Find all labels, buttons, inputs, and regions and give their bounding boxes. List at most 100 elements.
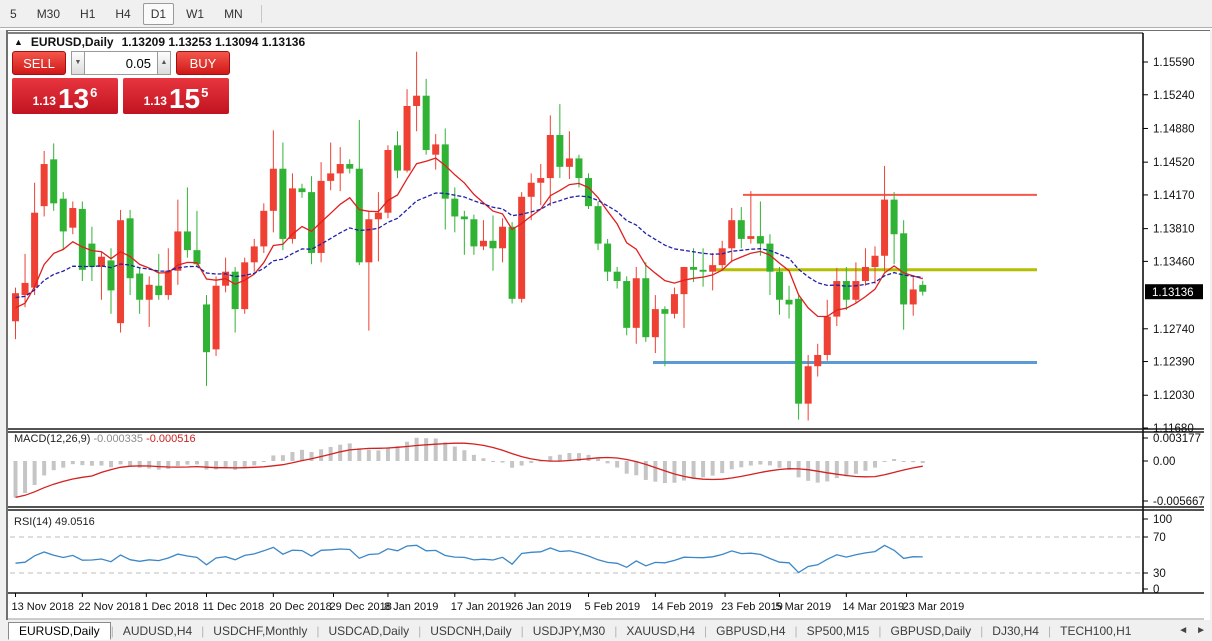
tab-scroll-right-icon[interactable]: ► xyxy=(1196,625,1206,636)
timeframe-button-d1[interactable]: D1 xyxy=(142,2,175,25)
chart-tab-gbpusd-daily[interactable]: GBPUSD,Daily xyxy=(890,623,972,638)
macd-histogram-bar xyxy=(32,461,37,485)
macd-histogram-bar xyxy=(825,461,830,482)
chart-tab-sp500-m15[interactable]: SP500,M15 xyxy=(806,623,870,638)
fast-ma xyxy=(15,157,923,318)
candle-body xyxy=(193,250,201,265)
macd-histogram-bar xyxy=(357,448,362,461)
chart-tab-usdchf-monthly[interactable]: USDCHF,Monthly xyxy=(213,623,308,638)
macd-histogram-bar xyxy=(414,437,419,461)
candle-body xyxy=(336,164,344,174)
candle-body xyxy=(479,240,487,247)
candle-body xyxy=(317,180,325,253)
collapse-arrow-icon[interactable]: ▲ xyxy=(14,37,23,47)
candle-body xyxy=(441,144,449,199)
macd-histogram-bar xyxy=(920,461,925,463)
indicator-axis-label: 70 xyxy=(1153,532,1166,544)
volume-decrease-button[interactable]: ▼ xyxy=(71,51,85,75)
macd-signal-line xyxy=(15,442,923,499)
chart-tab-usdjpy-m30[interactable]: USDJPY,M30 xyxy=(532,623,606,638)
macd-histogram-bar xyxy=(853,461,858,474)
chart-tab-tech100-h1[interactable]: TECH100,H1 xyxy=(1060,623,1132,638)
chart-tab-dj30-h4[interactable]: DJ30,H4 xyxy=(992,623,1039,638)
timeframe-button-h4[interactable]: H4 xyxy=(115,6,131,21)
candle-body xyxy=(651,309,659,338)
tab-scroll-left-icon[interactable]: ◄ xyxy=(1178,625,1189,636)
chart-tab-usdcad-daily[interactable]: USDCAD,Daily xyxy=(328,623,410,638)
tab-separator: | xyxy=(980,623,984,638)
indicator-axis-label: 0 xyxy=(1153,584,1159,596)
candle-body xyxy=(909,289,917,305)
date-axis-label: 17 Jan 2019 xyxy=(451,601,512,613)
candle-body xyxy=(97,256,105,267)
buy-price-box[interactable]: 1.13 15 5 xyxy=(123,78,229,114)
candle-body xyxy=(413,95,421,106)
price-chart[interactable]: 1.155901.152401.148801.145201.141701.138… xyxy=(8,31,1210,620)
timeframe-button-m30[interactable]: M30 xyxy=(36,6,61,21)
chart-ohlc-values: 1.13209 1.13253 1.13094 1.13136 xyxy=(121,35,306,49)
chart-tab-xauusd-h4[interactable]: XAUUSD,H4 xyxy=(626,623,696,638)
candle-body xyxy=(164,270,172,296)
candle-body xyxy=(78,208,86,270)
price-axis-label: 1.13810 xyxy=(1153,224,1195,236)
candle-body xyxy=(604,243,612,272)
candle-body xyxy=(565,158,573,167)
volume-increase-button[interactable]: ▲ xyxy=(157,51,171,75)
macd-histogram-bar xyxy=(118,461,123,465)
sell-button[interactable]: SELL xyxy=(12,51,66,75)
candle-body xyxy=(21,282,29,296)
macd-histogram-bar xyxy=(223,461,228,469)
chart-tab-audusd-h4[interactable]: AUDUSD,H4 xyxy=(122,623,193,638)
slow-ma xyxy=(15,192,923,299)
timeframe-button-5[interactable]: 5 xyxy=(10,6,17,21)
macd-histogram-bar xyxy=(300,449,304,461)
candle-body xyxy=(241,262,249,310)
timeframe-button-w1[interactable]: W1 xyxy=(186,6,205,21)
macd-histogram-bar xyxy=(242,461,247,468)
macd-histogram-bar xyxy=(214,461,219,470)
macd-histogram-bar xyxy=(338,444,343,461)
candle-body xyxy=(804,366,812,404)
timeframe-button-h1[interactable]: H1 xyxy=(80,6,96,21)
candle-body xyxy=(747,236,755,239)
macd-histogram-bar xyxy=(395,446,400,461)
price-axis-label: 1.13460 xyxy=(1153,256,1195,268)
date-axis-label: 14 Feb 2019 xyxy=(651,601,713,613)
buy-price-prefix: 1.13 xyxy=(143,94,167,108)
timeframe-button-mn[interactable]: MN xyxy=(224,6,243,21)
tab-separator: | xyxy=(316,623,320,638)
macd-histogram-bar xyxy=(13,461,18,498)
buy-button[interactable]: BUY xyxy=(176,51,230,75)
chart-tab-bar: EURUSD,Daily | AUDUSD,H4 | USDCHF,Monthly | US… xyxy=(0,620,1212,641)
tab-separator: | xyxy=(418,623,422,638)
price-axis-label: 1.12030 xyxy=(1153,390,1195,402)
candle-body xyxy=(174,231,182,271)
candle-body xyxy=(422,95,430,150)
macd-histogram-bar xyxy=(385,447,390,461)
chart-tab-gbpusd-h4[interactable]: GBPUSD,H4 xyxy=(716,623,786,638)
candle-body xyxy=(508,226,516,299)
macd-histogram-bar xyxy=(643,461,648,480)
sell-price-box[interactable]: 1.13 13 6 xyxy=(12,78,118,114)
chart-tab-usdcnh-daily[interactable]: USDCNH,Daily xyxy=(430,623,512,638)
macd-histogram-bar xyxy=(271,455,276,461)
macd-histogram-bar xyxy=(80,461,85,466)
candle-body xyxy=(451,198,459,217)
toolbar-separator xyxy=(0,27,1212,30)
volume-input[interactable] xyxy=(85,51,157,75)
candle-body xyxy=(136,273,144,300)
macd-histogram-bar xyxy=(280,455,285,461)
buy-price-pip: 5 xyxy=(201,85,209,100)
price-axis-label: 1.14170 xyxy=(1153,190,1195,202)
chart-tab-eurusd-daily[interactable]: EURUSD,Daily xyxy=(8,621,111,640)
macd-histogram-bar xyxy=(405,441,410,461)
candle-body xyxy=(546,135,554,179)
macd-histogram-bar xyxy=(51,461,56,471)
rsi-label: RSI(14) 49.0516 xyxy=(14,516,95,528)
candle-body xyxy=(384,149,392,213)
tab-separator: | xyxy=(110,623,114,638)
macd-histogram-bar xyxy=(491,461,495,462)
macd-histogram-bar xyxy=(682,461,686,481)
candle-body xyxy=(785,299,793,305)
candle-body xyxy=(709,265,717,272)
